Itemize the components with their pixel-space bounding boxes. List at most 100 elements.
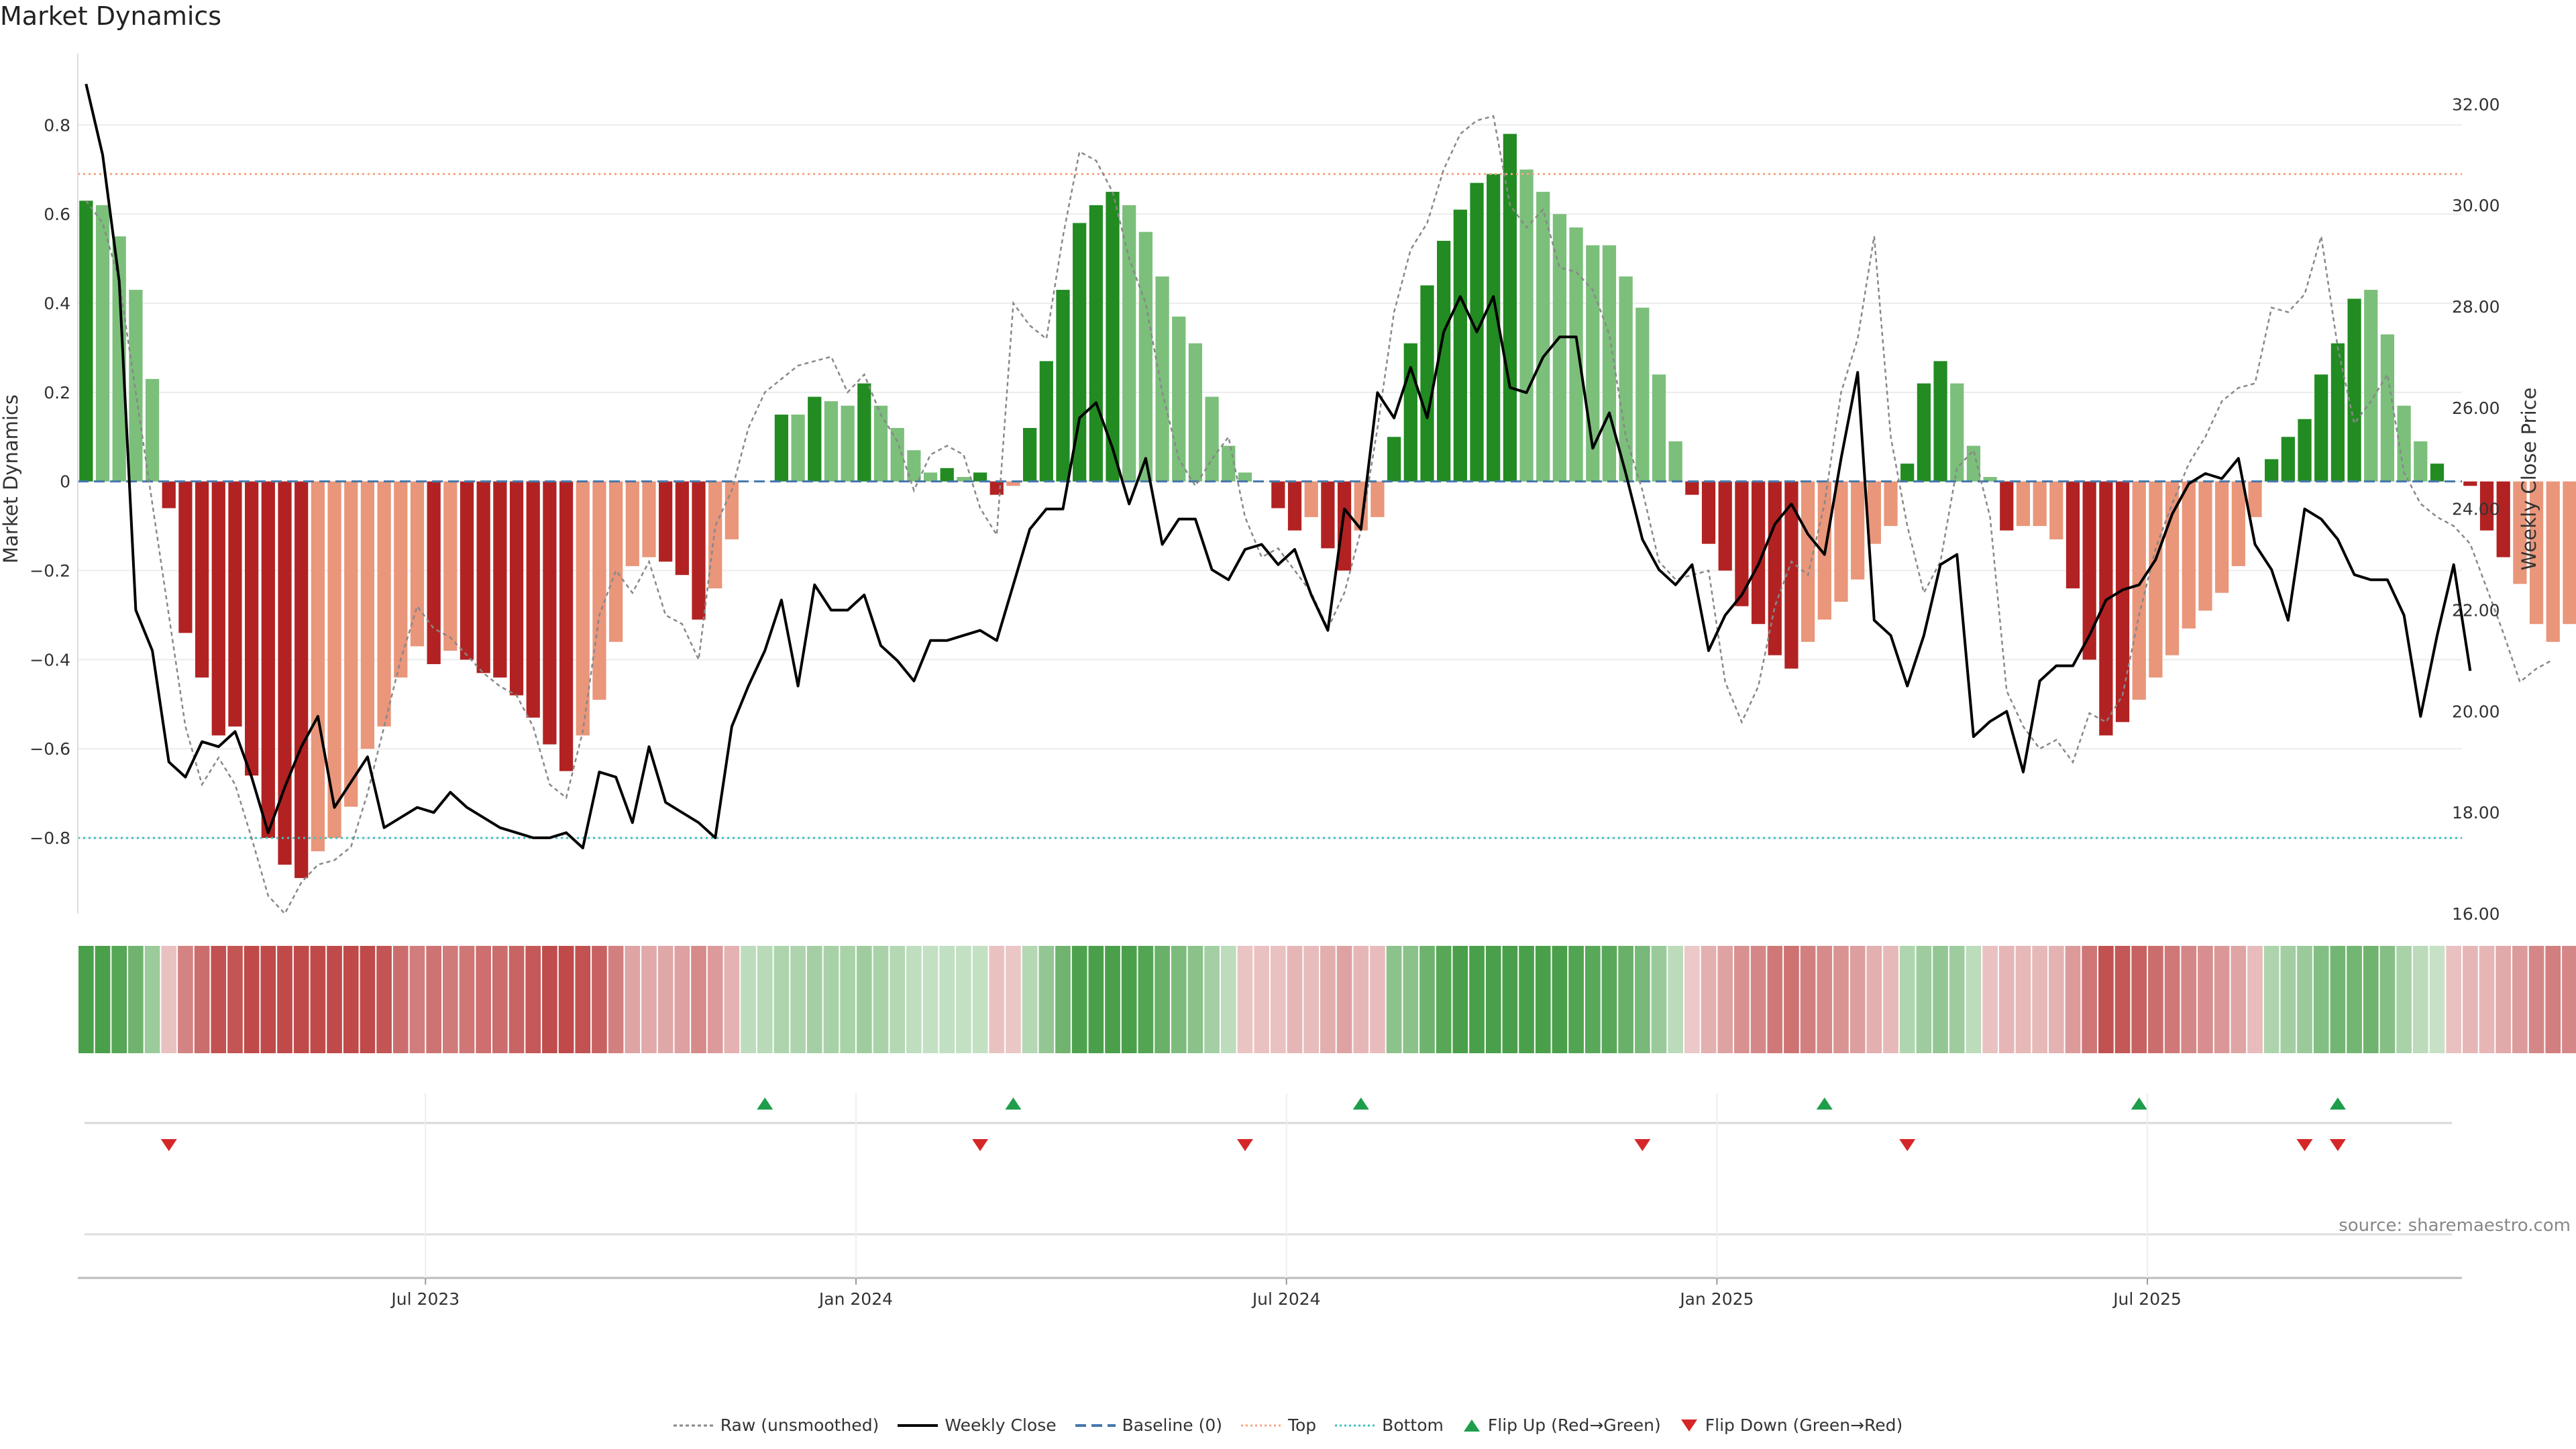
x-tick-label: Jan 2024 [818,1289,893,1309]
bar [2397,405,2411,482]
heat-cell [1006,946,1021,1053]
heat-cell [2015,946,2031,1053]
heat-cell [1204,946,1220,1053]
flip-up-marker [1005,1097,1022,1110]
heat-cell [890,946,906,1053]
heat-cell [1618,946,1633,1053]
heat-cell [1519,946,1534,1053]
heat-cell [310,946,326,1053]
y-tick-label: −0.6 [30,739,70,759]
bar [1966,445,1981,482]
bar [1635,307,1650,482]
bar [1122,205,1136,482]
bar [1023,427,1037,482]
heat-cell [1767,946,1783,1053]
heat-cell [2280,946,2296,1053]
heat-cell [657,946,674,1053]
y-tick-label: −0.4 [30,650,70,669]
x-tick-label: Jul 2023 [390,1289,460,1309]
y-tick-label: −0.2 [30,561,70,581]
heat-cell [1833,946,1849,1053]
heat-cell [1254,946,1269,1053]
heat-cell [1336,946,1352,1053]
bar [1205,396,1219,482]
bar [2115,481,2130,722]
y-axis-label: Market Dynamics [0,394,22,564]
bar [1652,374,1666,482]
heat-cell [1320,946,1336,1053]
bar [377,481,391,727]
heat-cell [476,946,492,1053]
heat-cell [1849,946,1866,1053]
heat-cell [2545,946,2561,1053]
heat-cell [1568,946,1584,1053]
heat-cell [2479,946,2495,1053]
heat-cell [1817,946,1833,1053]
bar [608,481,623,642]
heat-cell [1237,946,1253,1053]
y2-tick-label: 32.00 [2452,95,2500,114]
legend-label-raw: Raw (unsmoothed) [720,1415,879,1435]
heat-cell [376,946,392,1053]
heat-cell [2412,946,2428,1053]
legend-swatch-top [1240,1424,1281,1426]
heat-cell [1651,946,1667,1053]
y2-tick-label: 30.00 [2452,196,2500,215]
heat-cell [972,946,988,1053]
heat-cell [1121,946,1137,1053]
bar [940,468,954,482]
heat-cell [1155,946,1170,1053]
bar [1089,205,1103,482]
heat-cell [1022,946,1038,1053]
heat-cell [2379,946,2396,1053]
bar [1453,209,1467,482]
legend-item-top: Top [1240,1415,1317,1435]
flip-down-marker [1236,1139,1253,1151]
bar [460,481,474,660]
bar [2330,343,2345,482]
bar [526,481,540,718]
bar [410,481,425,647]
bar [245,481,259,776]
legend-label-baseline: Baseline (0) [1122,1415,1222,1435]
bar [1884,481,1898,527]
bar [476,481,490,674]
heat-cell [1734,946,1750,1053]
bar [1006,481,1020,486]
legend-item-baseline: Baseline (0) [1075,1415,1222,1435]
heat-cell [2231,946,2247,1053]
heat-cell [1784,946,1799,1053]
y-tick-label: 0.8 [44,115,70,135]
heat-cell [2297,946,2312,1053]
legend-swatch-bottom [1335,1424,1376,1426]
heat-cell [674,946,690,1053]
bar [112,236,126,482]
heat-cell [277,946,292,1053]
bar [857,383,871,482]
bar [443,481,458,651]
heat-cell [1701,946,1717,1053]
heat-cell [1750,946,1766,1053]
heat-cell [1469,946,1485,1053]
bar [2364,290,2378,482]
bar [642,481,656,557]
flip-down-marker [972,1139,989,1151]
flip-down-marker [1634,1139,1651,1151]
heat-cell [1502,946,1518,1053]
bar [360,481,375,749]
bar [1106,191,1120,482]
bar [2265,459,2279,482]
heat-cell [2396,946,2412,1053]
legend-label-top: Top [1287,1415,1317,1435]
bar [841,405,855,482]
bar [1536,191,1550,482]
heat-cell [1386,946,1402,1053]
bar [2082,481,2096,660]
bars [79,133,2576,878]
bar [1801,481,1815,642]
bar [211,481,225,736]
bar [2065,481,2080,589]
legend-item-close: Weekly Close [898,1415,1057,1435]
heat-cell [1071,946,1087,1053]
